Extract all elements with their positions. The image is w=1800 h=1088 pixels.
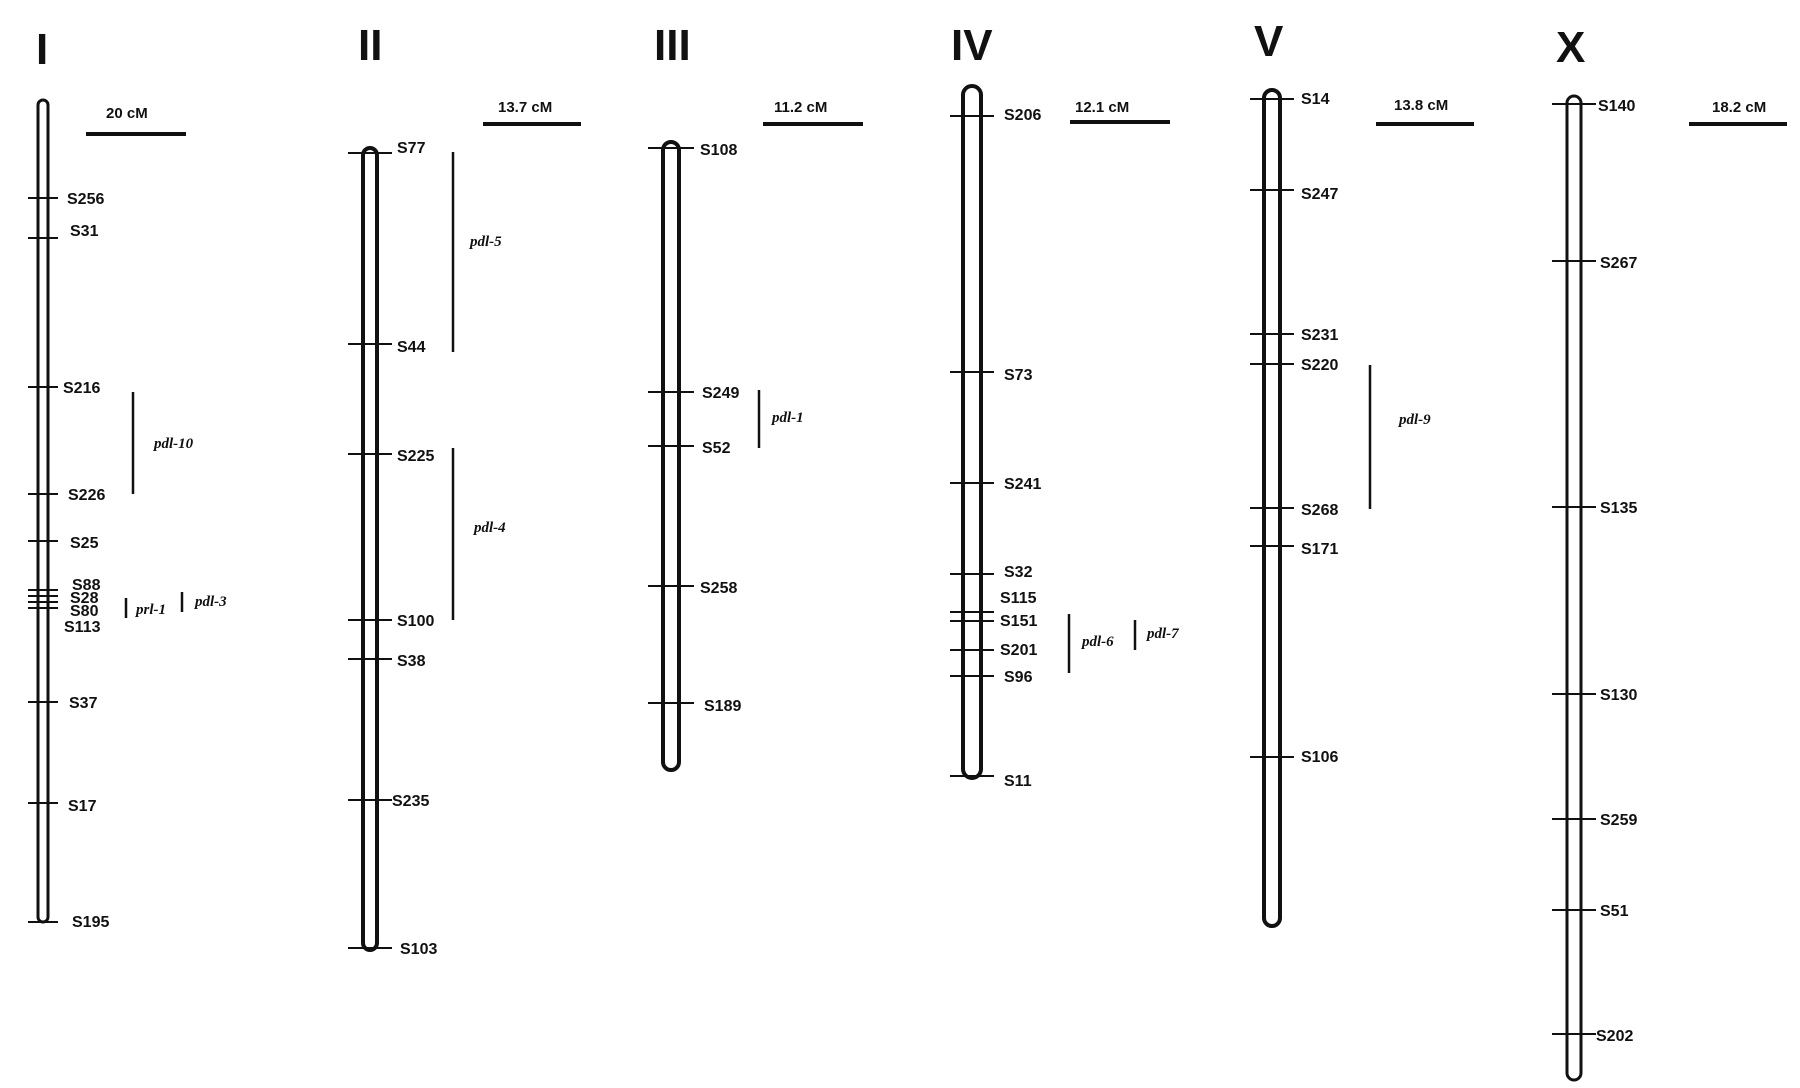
marker-ticks	[348, 152, 392, 949]
marker-label: S195	[72, 914, 109, 931]
marker-label: S52	[702, 440, 731, 457]
marker-label: S38	[397, 653, 426, 670]
marker-label: S130	[1600, 687, 1637, 704]
marker-label: S37	[69, 695, 98, 712]
marker-label: S28	[70, 590, 99, 607]
marker-label: S189	[704, 698, 741, 715]
marker-ticks	[950, 115, 994, 777]
marker-label: S140	[1598, 98, 1635, 115]
marker-label: S88	[72, 577, 101, 594]
chromosome-IV: IV 12.1 cM S206 S73 S241 S32 S115 S151 S…	[950, 21, 1179, 790]
marker-label: S151	[1000, 613, 1037, 630]
qtl-label: pdl-1	[770, 410, 804, 426]
marker-label: S108	[700, 142, 737, 159]
chromosome-title: III	[654, 21, 691, 70]
marker-label: S268	[1301, 502, 1338, 519]
marker-label: S115	[1000, 590, 1037, 607]
chromosome-title: I	[36, 25, 48, 74]
chromosome-title: V	[1254, 17, 1284, 66]
marker-label: S241	[1004, 476, 1041, 493]
marker-label: S32	[1004, 564, 1033, 581]
marker-label: S216	[63, 380, 100, 397]
marker-label: S220	[1301, 357, 1338, 374]
marker-label: S135	[1600, 500, 1637, 517]
chromosome-bar	[961, 84, 983, 780]
marker-label: S25	[70, 535, 99, 552]
qtl-label: pdl-10	[152, 436, 194, 452]
marker-ticks	[648, 147, 694, 704]
marker-label: S17	[68, 798, 97, 815]
qtl-label: prl-1	[134, 602, 166, 618]
chromosome-title: X	[1556, 23, 1585, 72]
marker-label: S258	[700, 580, 737, 597]
marker-label: S225	[397, 448, 434, 465]
marker-label: S249	[702, 385, 739, 402]
chromosome-I: I 20 cM S256 S31 S216 S226 S25 S88 S28 S…	[28, 25, 227, 931]
marker-ticks	[1552, 103, 1596, 1035]
chromosome-X: X 18.2 cM S140 S267 S135 S130 S259 S51 S…	[1552, 23, 1787, 1082]
marker-label: S77	[397, 140, 426, 157]
qtl-label: pdl-5	[468, 234, 502, 250]
qtl-label: pdl-7	[1145, 626, 1179, 642]
marker-label: S259	[1600, 812, 1637, 829]
marker-label: S44	[397, 339, 426, 356]
chromosome-bar	[361, 146, 379, 952]
scale-label: 12.1 cM	[1075, 99, 1129, 116]
qtl-label: pdl-6	[1080, 634, 1114, 650]
marker-label: S100	[397, 613, 434, 630]
chromosome-bar	[661, 140, 681, 772]
marker-label: S113	[64, 619, 101, 636]
marker-label: S103	[400, 941, 437, 958]
marker-label: S80	[70, 603, 99, 620]
marker-label: S14	[1301, 91, 1330, 108]
marker-ticks	[1250, 98, 1294, 758]
chromosome-bar	[1565, 94, 1583, 1082]
marker-label: S201	[1000, 642, 1037, 659]
marker-label: S73	[1004, 367, 1033, 384]
chromosome-bar	[36, 98, 50, 924]
marker-label: S51	[1600, 903, 1629, 920]
marker-label: S235	[392, 793, 429, 810]
scale-label: 13.8 cM	[1394, 97, 1448, 114]
qtl-label: pdl-4	[472, 520, 506, 536]
scale-label: 11.2 cM	[774, 99, 827, 116]
chromosome-title: II	[358, 21, 382, 70]
scale-label: 20 cM	[106, 105, 148, 122]
marker-label: S96	[1004, 669, 1033, 686]
marker-label: S247	[1301, 186, 1338, 203]
scale-label: 13.7 cM	[498, 99, 552, 116]
marker-ticks	[28, 197, 58, 923]
marker-label: S106	[1301, 749, 1338, 766]
marker-label: S231	[1301, 327, 1338, 344]
marker-label: S202	[1596, 1028, 1633, 1045]
marker-label: S206	[1004, 107, 1041, 124]
marker-label: S171	[1301, 541, 1338, 558]
marker-label: S256	[67, 191, 104, 208]
qtl-label: pdl-3	[193, 594, 227, 610]
chromosome-III: III 11.2 cM S108 S249 S52 S258 S189 pdl-…	[648, 21, 863, 772]
marker-label: S31	[70, 223, 99, 240]
marker-label: S11	[1004, 773, 1032, 790]
qtl-label: pdl-9	[1397, 412, 1431, 428]
chromosome-V: V 13.8 cM S14 S247 S231 S220 S268 S171 S…	[1250, 17, 1474, 928]
chromosome-title: IV	[951, 21, 993, 70]
marker-label: S267	[1600, 255, 1637, 272]
chromosome-II: II 13.7 cM S77 S44 S225 S100 S38 S235 S1…	[348, 21, 581, 958]
marker-label: S226	[68, 487, 105, 504]
scale-label: 18.2 cM	[1712, 99, 1766, 116]
